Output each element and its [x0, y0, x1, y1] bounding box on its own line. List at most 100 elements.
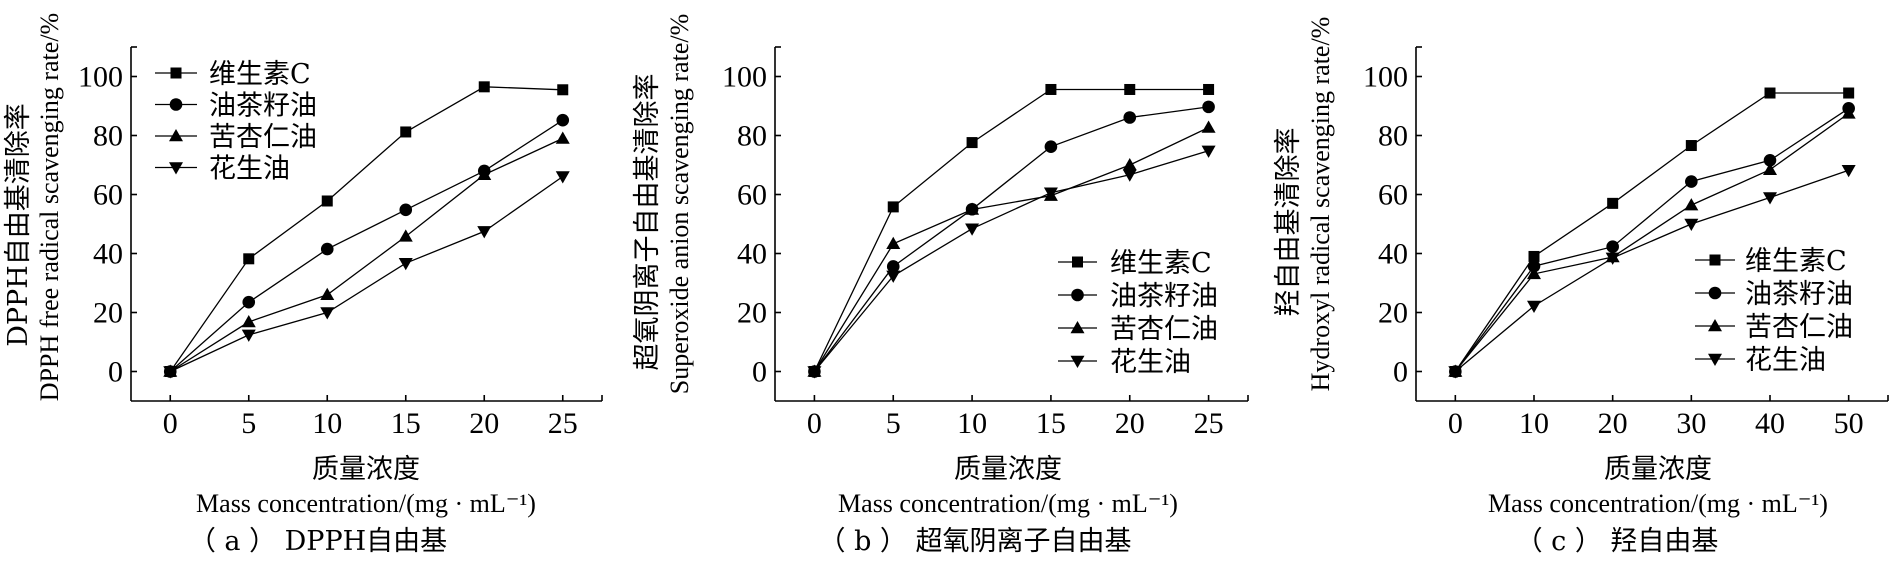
panel-a-series-line-2 [169, 137, 564, 373]
panel-a-data-point-triangle-down [477, 226, 492, 239]
panel-a-data-point-circle [320, 242, 334, 256]
panel-a-xtick-label: 20 [469, 407, 499, 440]
panel-b-series-line-0 [813, 88, 1209, 372]
panel-b-data-point-circle [1123, 111, 1137, 124]
panel-b-xtick-label: 10 [957, 407, 987, 440]
panel-b-data-point-triangle-up [886, 236, 901, 250]
panel-c-data-point-square [1607, 197, 1619, 209]
panel-c-xtick-label: 30 [1676, 407, 1706, 440]
panel-b-xtick-label: 25 [1194, 407, 1224, 440]
panel-a-data-point-triangle-down [320, 307, 335, 320]
panel-c-data-point-square [1528, 250, 1540, 262]
legend-label: 维生素C [209, 59, 311, 90]
panel-b-data-point-square [1124, 83, 1136, 95]
panel-b-ytick-label: 80 [737, 120, 767, 153]
panel-a-xtick-label: 5 [241, 407, 256, 440]
panel-a-data-point-triangle-down [555, 171, 570, 184]
panel-a-data-point-circle [242, 295, 256, 309]
panel-a-ytick-label: 20 [93, 297, 123, 330]
panel-b-ytick-label: 40 [737, 238, 767, 271]
panel-c-ylabel-cn: 羟自由基清除率 [1273, 128, 1304, 317]
panel-b-xlabel-en: Mass concentration/(mg · mL⁻¹) [838, 489, 1178, 518]
panel-b-data-point-triangle-up [1201, 120, 1216, 133]
panel-a-xtick-label: 15 [391, 407, 421, 440]
panel-c-data-point-triangle-down [1763, 192, 1777, 205]
panel-c-xlabel-en: Mass concentration/(mg · mL⁻¹) [1488, 489, 1828, 518]
panel-c-ytick-label: 0 [1393, 356, 1408, 389]
panel-c-data-point-triangle-down [1448, 366, 1463, 379]
panel-c-data-point-triangle-up [1763, 162, 1777, 175]
panel-a-xtick-label: 25 [548, 407, 578, 440]
panel-b-ytick-label: 60 [737, 179, 767, 212]
legend-item: 花生油 [1695, 345, 1826, 376]
panel-c-ylabel-en: Hydroxyl radical scavenging rate/% [1306, 17, 1335, 392]
legend-label: 花生油 [1745, 345, 1826, 376]
panel-c-xtick-label: 20 [1598, 407, 1628, 440]
panel-a-xlabel-en: Mass concentration/(mg · mL⁻¹) [196, 489, 536, 518]
legend-marker-square [1709, 254, 1721, 266]
panel-a-dpph: DPPH自由基清除率 DPPH free radical scavenging … [3, 13, 603, 557]
legend-marker-circle [1071, 288, 1084, 302]
legend-item: 苦杏仁油 [1695, 312, 1853, 343]
panel-c-xtick-label: 50 [1834, 407, 1864, 440]
panel-c-ytick-label: 40 [1378, 238, 1408, 271]
legend-marker-circle [1708, 286, 1722, 300]
legend-item: 维生素C [1058, 248, 1212, 279]
panel-c-xlabel-cn: 质量浓度 [1604, 454, 1712, 485]
legend-item: 油茶籽油 [155, 91, 317, 122]
legend-marker-circle [169, 98, 183, 111]
panel-b-xtick-label: 0 [807, 407, 822, 440]
legend-marker-triangle-up [169, 129, 183, 142]
panel-a-xtick-label: 10 [312, 407, 342, 440]
panel-b-data-point-triangle-up [1122, 158, 1137, 171]
panel-a-data-point-square [321, 195, 333, 207]
legend-label: 油茶籽油 [1745, 279, 1853, 310]
legend-item: 油茶籽油 [1058, 281, 1218, 312]
panel-b-series-line-1 [813, 106, 1209, 372]
panel-c-series-line-0 [1454, 92, 1849, 372]
panel-b-ylabel-cn: 超氧阴离子自由基清除率 [632, 74, 663, 371]
panel-b-ytick-label: 20 [737, 297, 767, 330]
legend-label: 苦杏仁油 [1110, 314, 1218, 345]
panel-b-superoxide: 超氧阴离子自由基清除率 Superoxide anion scavenging … [632, 14, 1249, 557]
panel-c-data-point-circle [1527, 259, 1541, 273]
panel-c-data-point-triangle-down [1841, 165, 1856, 178]
legend-label: 油茶籽油 [209, 91, 317, 122]
panel-a-data-point-square [478, 81, 490, 93]
legend-item: 花生油 [155, 154, 290, 185]
panel-b-data-point-circle [1044, 140, 1058, 154]
legend-label: 维生素C [1745, 246, 1847, 277]
panel-b-data-point-square [966, 137, 978, 149]
panel-b-ylabel-en: Superoxide anion scavenging rate/% [665, 14, 694, 395]
panel-a-xtick-label: 0 [163, 407, 178, 440]
legend-label: 苦杏仁油 [1745, 312, 1853, 343]
panel-c-data-point-triangle-up [1841, 106, 1856, 119]
panel-b-caption: （ b ） 超氧阴离子自由基 [818, 526, 1131, 557]
panel-a-caption: （ a ） DPPH自由基 [189, 526, 447, 557]
legend-label: 花生油 [209, 154, 290, 185]
panel-a-data-point-square [400, 126, 412, 138]
panel-c-data-point-circle [1763, 153, 1777, 167]
panel-a-ytick-label: 0 [108, 356, 123, 389]
panel-c-series-line-3 [1454, 169, 1849, 372]
panel-c-series-line-2 [1454, 112, 1850, 372]
panel-b-data-point-triangle-up [965, 202, 980, 215]
panel-b-data-point-triangle-down [1201, 145, 1216, 158]
panel-c-data-point-triangle-up [1684, 198, 1699, 211]
panel-c-data-point-triangle-down [1605, 252, 1620, 265]
panel-a-ytick-label: 100 [78, 61, 123, 94]
panel-c-data-point-triangle-up [1527, 266, 1541, 280]
panel-c-data-point-square [1843, 87, 1855, 99]
panel-b-data-point-triangle-down [965, 223, 980, 236]
panel-c-data-point-circle [1685, 175, 1698, 188]
legend-marker-triangle-down [1070, 355, 1085, 368]
panel-c-ytick-label: 60 [1378, 179, 1408, 212]
panel-b-data-point-triangle-down [1122, 169, 1137, 182]
panel-c-data-point-triangle-down [1527, 300, 1541, 314]
panel-a-ytick-label: 60 [93, 179, 123, 212]
panel-a-data-point-triangle-up [477, 167, 492, 180]
panel-c-xtick-label: 10 [1519, 407, 1549, 440]
